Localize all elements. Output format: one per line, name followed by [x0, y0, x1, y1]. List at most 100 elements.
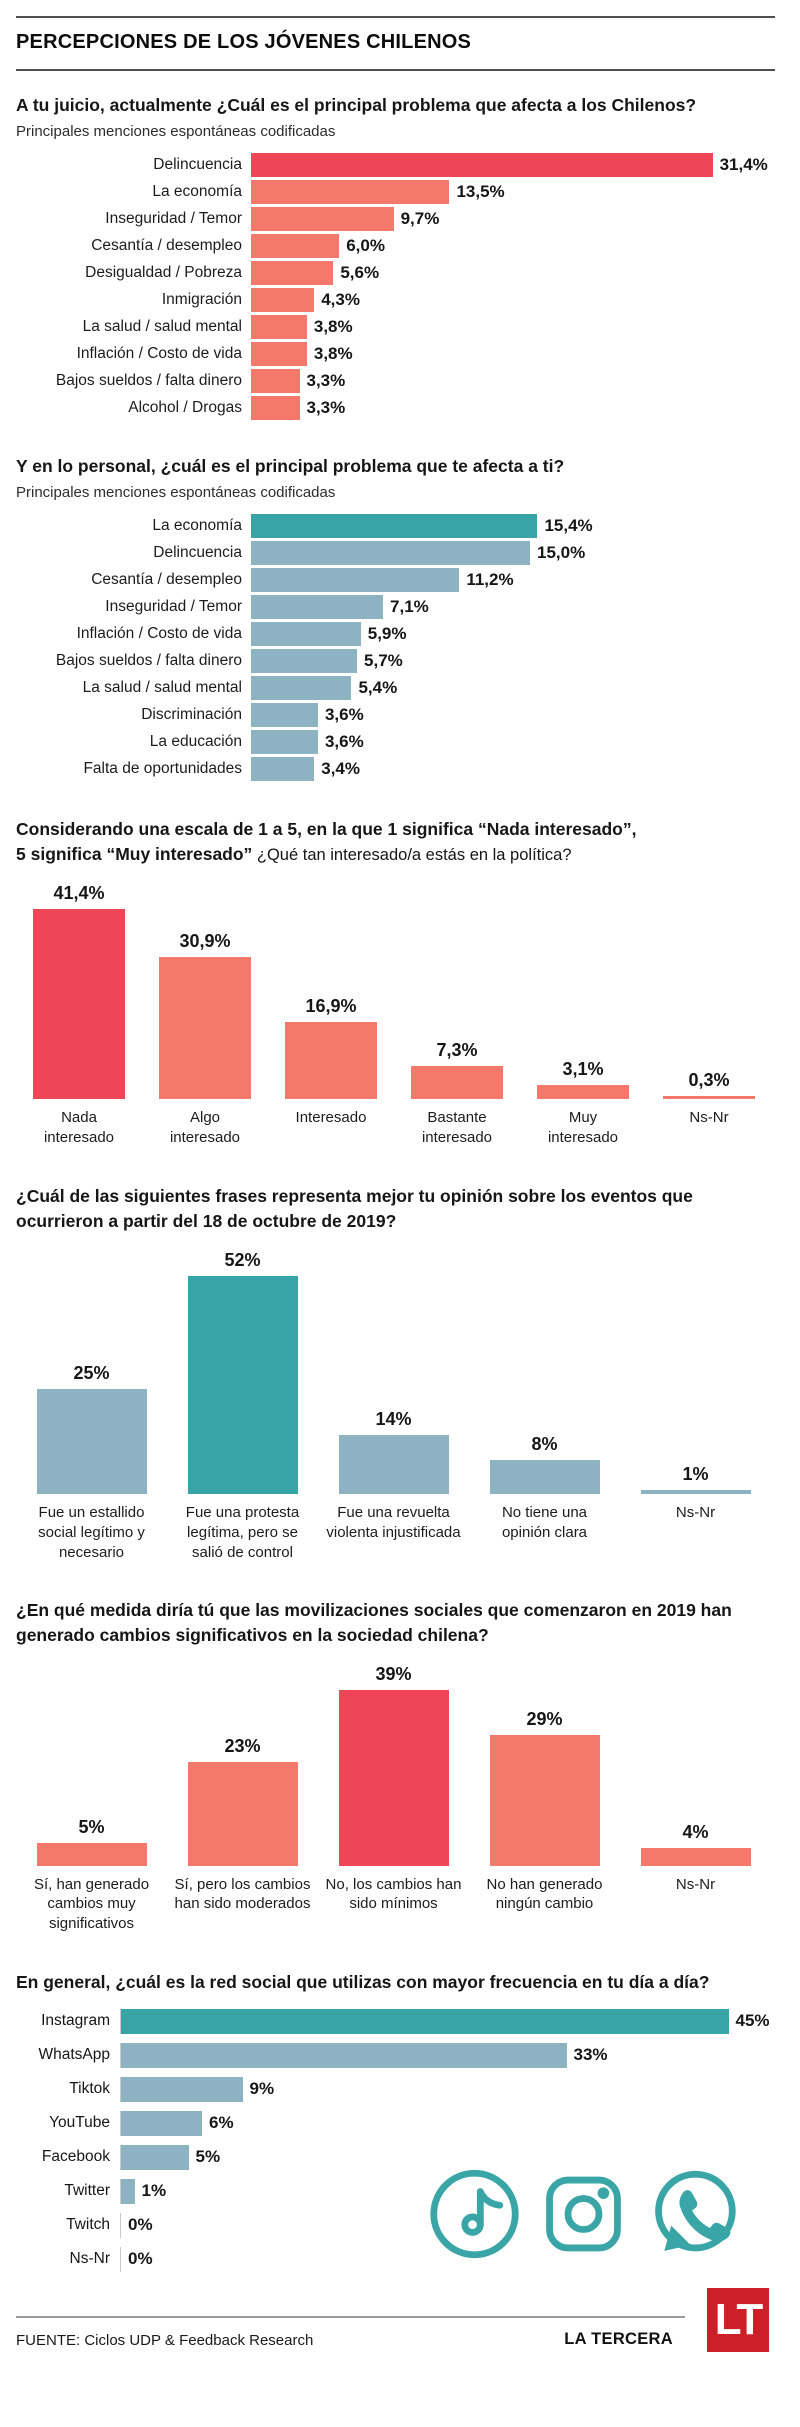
column-value: 25%: [73, 1363, 110, 1384]
bar: [251, 621, 361, 646]
bar-label: Facebook: [41, 2148, 110, 2166]
bar: [251, 675, 352, 700]
column: 30,9%: [142, 931, 268, 1100]
bar-label: La salud / salud mental: [82, 678, 242, 696]
column: 52%: [167, 1250, 318, 1495]
bar: [187, 1275, 298, 1495]
bar-label: Ns-Nr: [69, 2250, 110, 2268]
bar-row: Inflación / Costo de vida 3,8%: [16, 341, 775, 366]
bar-label: Alcohol / Drogas: [128, 398, 242, 416]
column-label: No, los cambios han sido mínimos: [325, 1875, 462, 1913]
bar-value: 3,6%: [324, 704, 364, 724]
bar-value: 1%: [141, 2181, 167, 2201]
column-label: Ns-Nr: [675, 1875, 716, 1893]
whatsapp-icon: [655, 2170, 736, 2252]
chart-interes-politica: 41,4% 30,9% 16,9% 7,3% 3,1% 0,3%: [16, 882, 775, 1100]
column-value: 29%: [526, 1709, 563, 1730]
bar-row: Cesantía / desempleo 11,2%: [16, 567, 775, 592]
footer-rule: [16, 2315, 685, 2318]
question-6: En general, ¿cuál es la red social que u…: [16, 1972, 710, 1993]
column-value: 8%: [531, 1434, 558, 1455]
bar-label: La salud / salud mental: [82, 317, 242, 335]
section-cambios-sociedad: ¿En qué medida diría tú que las moviliza…: [16, 1598, 775, 1934]
bar-label: Twitter: [64, 2182, 110, 2200]
bar: [121, 2042, 567, 2068]
column: 23%: [167, 1736, 318, 1866]
column-value: 1%: [682, 1463, 709, 1484]
column-value: 0,3%: [688, 1070, 730, 1091]
bar-track: 0%: [120, 2246, 153, 2272]
column: 0,3%: [646, 1070, 772, 1100]
subtitle-1: Principales menciones espontáneas codifi…: [16, 122, 336, 140]
source-text: FUENTE: Ciclos UDP & Feedback Research: [16, 2331, 314, 2349]
bar-label: Tiktok: [69, 2080, 110, 2098]
bar-label: Cesantía / desempleo: [91, 236, 242, 254]
bar: [251, 729, 318, 754]
bar: [251, 341, 307, 366]
bar: [338, 1690, 449, 1866]
bar-row: Bajos sueldos / falta dinero 5,7%: [16, 648, 775, 673]
column-label: Algo interesado: [169, 1109, 241, 1147]
bar-row: Desigualdad / Pobreza 5,6%: [16, 260, 775, 285]
bar-label: La educación: [149, 732, 242, 750]
bar-value: 15,0%: [537, 542, 586, 562]
bar-track: 6%: [120, 2110, 234, 2136]
bar-label: Falta de oportunidades: [83, 759, 242, 777]
bar-track: 0%: [120, 2212, 153, 2238]
bar: [159, 957, 251, 1100]
bar: [251, 260, 334, 285]
footer: FUENTE: Ciclos UDP & Feedback Research L…: [16, 2287, 775, 2380]
bar-value: 0%: [128, 2249, 153, 2269]
bar-value: 5,4%: [358, 677, 398, 697]
bar-label: Delincuencia: [153, 543, 242, 561]
bar-label: Inflación / Costo de vida: [76, 344, 242, 362]
bar: [251, 395, 300, 420]
chart-cambios-sociedad: 5% 23% 39% 29% 4%: [16, 1664, 775, 1866]
column: 4%: [620, 1822, 771, 1866]
bar: [121, 2178, 135, 2204]
bar-value: 33%: [573, 2045, 608, 2065]
bar-value: 3,6%: [324, 731, 364, 751]
bar: [33, 908, 125, 1100]
column-value: 41,4%: [53, 882, 105, 903]
bar-row: Tiktok 9%: [16, 2076, 775, 2102]
bar-row: La economía 15,4%: [16, 513, 775, 538]
bar-value: 0%: [128, 2215, 153, 2235]
bar: [640, 1847, 751, 1866]
bar-row: Cesantía / desempleo 6,0%: [16, 233, 775, 258]
bar-value: 31,4%: [719, 154, 768, 174]
bar-label: Twitch: [66, 2216, 110, 2234]
bar-value: 11,2%: [466, 569, 514, 589]
bar: [338, 1435, 449, 1495]
column: 14%: [318, 1409, 469, 1495]
column-label: No tiene una opinión clara: [501, 1504, 588, 1541]
chart-problema-personal: La economía 15,4% Delincuencia 15,0% Cesan…: [16, 513, 775, 781]
column-label: Interesado: [295, 1109, 367, 1127]
bar-row: Delincuencia 31,4%: [16, 152, 775, 177]
bar-label: Inmigración: [161, 290, 242, 308]
question-1: A tu juicio, actualmente ¿Cuál es el pri…: [16, 95, 697, 115]
bar-track: 1%: [120, 2178, 167, 2204]
chart-opinion-estallido: 25% 52% 14% 8% 1%: [16, 1250, 775, 1495]
brand-name: LA TERCERA: [564, 2329, 673, 2348]
bar-row: Alcohol / Drogas 3,3%: [16, 395, 775, 420]
bar-row: Bajos sueldos / falta dinero 3,3%: [16, 368, 775, 393]
bar-label: Bajos sueldos / falta dinero: [55, 651, 242, 669]
column-value: 16,9%: [305, 995, 357, 1016]
bar-label: Inseguridad / Temor: [105, 597, 242, 615]
column: 41,4%: [16, 882, 142, 1100]
bar-value: 3,4%: [321, 758, 360, 778]
column: 5%: [16, 1817, 167, 1866]
column: 3,1%: [520, 1059, 646, 1100]
instagram-icon: [546, 2176, 621, 2252]
column-categories: Fue un estallido social legítimo y neces…: [16, 1503, 775, 1562]
column-label: Fue un estallido social legítimo y neces…: [38, 1504, 145, 1561]
column-label: Muy interesado: [547, 1109, 619, 1147]
column-label: Ns-Nr: [689, 1109, 729, 1127]
column-categories: Sí, han generado cambios muy significati…: [16, 1875, 775, 1934]
bar-row: La salud / salud mental 3,8%: [16, 314, 775, 339]
bar: [36, 1389, 147, 1495]
bar: [251, 594, 384, 619]
bar: [640, 1489, 751, 1495]
column: 1%: [620, 1463, 771, 1495]
